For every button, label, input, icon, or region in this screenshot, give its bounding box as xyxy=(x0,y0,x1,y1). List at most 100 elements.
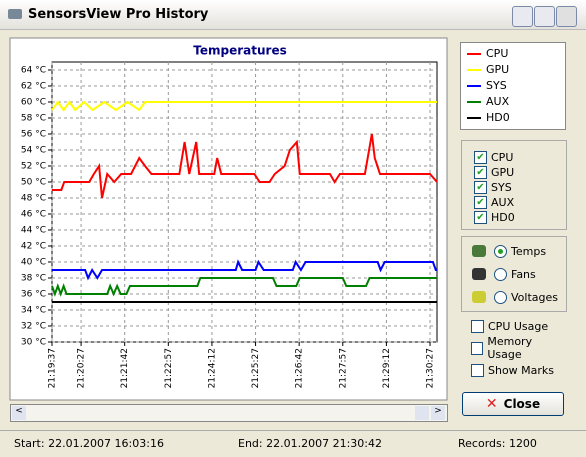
y-tick-label: 36 °C xyxy=(21,290,46,300)
close-window[interactable] xyxy=(556,6,577,27)
x-tick-label: 21:29:12 xyxy=(382,348,392,388)
option-check[interactable]: Memory Usage xyxy=(471,335,565,361)
legend-label: CPU xyxy=(486,47,509,60)
mode-icon xyxy=(472,291,486,303)
toggle-label: AUX xyxy=(491,195,515,209)
toggle-label: SYS xyxy=(491,180,512,194)
checkbox[interactable]: ✔ xyxy=(474,195,487,209)
y-tick-label: 50 °C xyxy=(21,178,46,188)
legend-swatch xyxy=(467,84,481,87)
x-tick-label: 21:24:12 xyxy=(207,348,217,388)
status-end: End: 22.01.2007 21:30:42 xyxy=(238,437,382,450)
checkbox[interactable]: ✔ xyxy=(474,150,487,164)
toggle-label: HD0 xyxy=(491,210,515,224)
x-tick-label: 21:19:37 xyxy=(48,348,58,388)
checkbox[interactable]: ✔ xyxy=(474,210,487,224)
legend-item: GPU xyxy=(467,63,509,76)
series-line xyxy=(52,259,437,281)
series-toggle[interactable]: ✔ HD0 xyxy=(474,209,515,225)
window-title: SensorsView Pro History xyxy=(28,7,209,22)
checkbox[interactable] xyxy=(471,363,484,377)
checkbox[interactable] xyxy=(471,319,484,333)
app-icon xyxy=(8,9,22,19)
minimize[interactable] xyxy=(512,6,533,27)
series-toggle[interactable]: ✔ CPU xyxy=(474,149,513,165)
x-tick-label: 21:26:42 xyxy=(295,348,305,388)
y-tick-label: 40 °C xyxy=(21,258,46,268)
options: CPU Usage Memory Usage Show Marks xyxy=(461,316,565,382)
mode-option[interactable]: Voltages xyxy=(472,289,558,305)
x-tick-label: 21:25:27 xyxy=(251,348,261,388)
option-check[interactable]: Show Marks xyxy=(471,362,554,378)
toggle-label: GPU xyxy=(491,165,515,179)
legend-label: GPU xyxy=(486,63,510,76)
y-tick-label: 34 °C xyxy=(21,306,46,316)
mode-label: Voltages xyxy=(511,290,558,304)
series-toggle[interactable]: ✔ SYS xyxy=(474,179,512,195)
legend-swatch xyxy=(467,100,481,103)
scrollbar[interactable]: < > xyxy=(10,404,448,422)
status-start: Start: 22.01.2007 16:03:16 xyxy=(14,437,164,450)
scroll-thumb[interactable] xyxy=(415,406,429,420)
status-bar: Start: 22.01.2007 16:03:16 End: 22.01.20… xyxy=(0,430,586,457)
option-label: Memory Usage xyxy=(487,335,533,361)
y-tick-label: 42 °C xyxy=(21,242,46,252)
chart-title: Temperatures xyxy=(193,44,286,58)
checkbox[interactable]: ✔ xyxy=(474,180,487,194)
y-tick-label: 60 °C xyxy=(21,98,46,108)
close-icon: ✕ xyxy=(485,396,498,412)
series-toggle[interactable]: ✔ AUX xyxy=(474,194,514,210)
plot-area xyxy=(51,61,438,343)
mode-label: Temps xyxy=(511,244,547,258)
scroll-left[interactable]: < xyxy=(12,406,26,420)
x-tick-label: 21:20:27 xyxy=(77,348,87,388)
y-tick-label: 62 °C xyxy=(21,82,46,92)
legend-swatch xyxy=(467,68,481,71)
series-line xyxy=(52,133,438,199)
radio[interactable] xyxy=(494,267,507,281)
title-bar: SensorsView Pro History xyxy=(0,0,586,30)
y-tick-label: 32 °C xyxy=(21,322,46,332)
mode-icon xyxy=(472,245,486,257)
radio[interactable] xyxy=(494,290,507,304)
legend-label: AUX xyxy=(486,95,510,108)
mode-option[interactable]: Temps xyxy=(472,243,546,259)
toggle-label: CPU xyxy=(491,150,514,164)
x-tick-label: 21:30:27 xyxy=(426,348,436,388)
option-label: CPU Usage xyxy=(488,319,549,333)
y-tick-label: 38 °C xyxy=(21,274,46,284)
legend: CPU GPU SYS AUX HD0 xyxy=(460,42,566,130)
maximize[interactable] xyxy=(534,6,555,27)
mode-option[interactable]: Fans xyxy=(472,266,536,282)
option-label: Show Marks xyxy=(488,363,555,377)
legend-swatch xyxy=(467,116,481,119)
legend-label: HD0 xyxy=(486,111,510,124)
scroll-right[interactable]: > xyxy=(431,406,445,420)
y-tick-label: 52 °C xyxy=(21,162,46,172)
legend-item: HD0 xyxy=(467,111,510,124)
option-check[interactable]: CPU Usage xyxy=(471,318,548,334)
y-tick-label: 46 °C xyxy=(21,210,46,220)
radio[interactable] xyxy=(494,244,507,258)
y-tick-label: 44 °C xyxy=(21,226,46,236)
series-toggle[interactable]: ✔ GPU xyxy=(474,164,514,180)
status-records: Records: 1200 xyxy=(458,437,537,450)
series-toggles: ✔ CPU ✔ GPU ✔ SYS ✔ AUX ✔ HD0 xyxy=(461,140,567,230)
legend-swatch xyxy=(467,52,481,55)
mode-icon xyxy=(472,268,486,280)
checkbox[interactable] xyxy=(471,341,484,355)
series-line xyxy=(51,277,437,297)
x-tick-label: 21:21:42 xyxy=(120,348,130,388)
y-tick-label: 54 °C xyxy=(21,146,46,156)
checkbox[interactable]: ✔ xyxy=(474,165,487,179)
y-tick-label: 56 °C xyxy=(21,130,46,140)
series-line xyxy=(51,100,437,112)
y-tick-label: 30 °C xyxy=(21,338,46,348)
x-tick-label: 21:27:57 xyxy=(338,348,348,388)
close-button[interactable]: ✕ Close xyxy=(462,392,564,416)
y-tick-label: 58 °C xyxy=(21,114,46,124)
legend-item: CPU xyxy=(467,47,508,60)
mode-label: Fans xyxy=(511,267,536,281)
